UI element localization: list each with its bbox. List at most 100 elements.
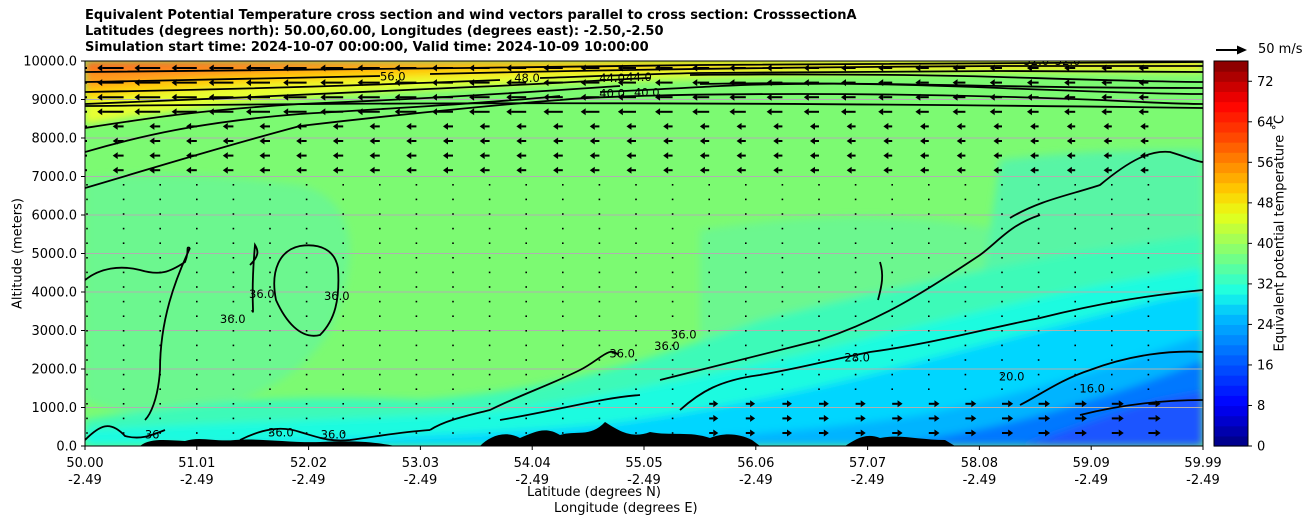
wind-vector-arrow [915, 108, 929, 116]
wind-vector-arrow [891, 198, 893, 201]
wind-vector-arrow [1111, 400, 1124, 408]
x-tick-label-lon: -2.49 [851, 473, 885, 488]
contour-label: 36.0 [654, 339, 680, 353]
wind-vector-arrow [85, 125, 87, 128]
wind-vector-arrow [1001, 242, 1003, 244]
wind-vector-arrow [488, 300, 491, 303]
wind-vector-arrow [222, 152, 234, 160]
wind-vector-arrow [379, 388, 381, 390]
wind-vector-arrow [928, 300, 930, 303]
wind-vector-arrow [663, 166, 673, 174]
wind-vector-arrow [1001, 286, 1003, 288]
wind-vector-arrow [543, 108, 563, 116]
wind-vector-arrow [562, 286, 564, 288]
wind-vector-arrow [745, 198, 747, 201]
wind-vector-arrow [598, 330, 601, 332]
colorbar-segment [1214, 202, 1248, 214]
wind-vector-arrow [442, 122, 453, 130]
wind-vector-arrow [1147, 359, 1150, 361]
wind-vector-arrow [122, 417, 125, 420]
wind-vector-arrow [773, 166, 783, 174]
wind-vector-arrow [928, 257, 930, 259]
wind-vector-arrow [562, 198, 564, 201]
wind-vector-arrow [305, 417, 308, 420]
wind-vector-arrow [671, 373, 674, 376]
wind-vector-arrow [781, 271, 784, 274]
wind-vector-arrow [562, 315, 564, 317]
wind-vector-arrow [1038, 400, 1051, 408]
wind-vector-arrow [928, 271, 930, 274]
wind-vector-arrow [708, 373, 710, 376]
wind-vector-arrow [553, 137, 563, 145]
wind-vector-arrow [379, 315, 381, 317]
wind-vector-arrow [488, 388, 491, 390]
colorbar-segment [1214, 283, 1248, 295]
wind-vector-arrow [379, 198, 381, 201]
wind-vector-arrow [580, 108, 600, 116]
wind-vector-arrow [956, 122, 966, 130]
wind-vector-arrow [745, 429, 756, 437]
wind-vector-arrow [269, 227, 271, 230]
colorbar-segment [1214, 375, 1248, 386]
wind-vector-arrow [1147, 388, 1150, 390]
wind-vectors [85, 64, 1161, 437]
wind-vector-arrow [159, 184, 161, 186]
wind-vector-arrow [891, 315, 893, 317]
wind-vector-arrow [1075, 429, 1087, 437]
wind-vector-arrow [332, 122, 344, 130]
wind-vector-arrow [745, 400, 756, 408]
wind-vector-arrow [415, 330, 418, 332]
contour-label: 36.0 [324, 289, 350, 303]
wind-vector-arrow [1030, 152, 1039, 160]
wind-vector-arrow [506, 108, 527, 116]
wind-vector-arrow [452, 315, 454, 317]
wind-vector-arrow [232, 271, 235, 274]
wind-vector-arrow [1075, 400, 1087, 408]
wind-vector-arrow [964, 184, 967, 186]
wind-vector-arrow [708, 315, 710, 317]
wind-vector-arrow [928, 213, 930, 215]
wind-vector-arrow [305, 403, 308, 405]
colorbar-segment [1214, 142, 1248, 153]
wind-vector-arrow [635, 286, 637, 288]
wind-vector-arrow [745, 213, 747, 215]
wind-vector-arrow [305, 330, 308, 332]
wind-vector-arrow [818, 242, 820, 244]
wind-vector-arrow [598, 198, 601, 201]
wind-vector-arrow [159, 300, 161, 303]
wind-vector-arrow [626, 166, 636, 174]
wind-vector-arrow [305, 227, 308, 230]
colorbar-segment [1214, 101, 1248, 113]
wind-vector-arrow [781, 198, 784, 201]
wind-vector-arrow [920, 166, 929, 174]
wind-vector-arrow [964, 315, 967, 317]
wind-vector-arrow [964, 257, 967, 259]
wind-vector-arrow [891, 359, 893, 361]
wind-vector-arrow [1001, 330, 1003, 332]
wind-vector-arrow [320, 93, 344, 101]
colorbar-segment [1214, 152, 1248, 163]
wind-vector-arrow [379, 432, 381, 434]
wind-vector-arrow [305, 344, 308, 347]
wind-vector-arrow [1001, 198, 1003, 201]
wind-vector-arrow [269, 344, 271, 347]
wind-vector-arrow [1140, 137, 1149, 145]
wind-vector-arrow [854, 359, 857, 361]
wind-vector-arrow [1074, 242, 1076, 244]
x-tick-label-lon: -2.49 [1074, 473, 1108, 488]
wind-vector-arrow [269, 417, 271, 420]
wind-vector-arrow [562, 373, 564, 376]
wind-vector-arrow [598, 344, 601, 347]
wind-vector-arrow [878, 93, 893, 101]
wind-vector-arrow [305, 198, 308, 201]
wind-vector-arrow [452, 257, 454, 259]
wind-vector-arrow [891, 330, 893, 332]
contour-label: 48.0 [514, 71, 540, 85]
wind-vector-arrow [626, 122, 636, 130]
wind-vector-arrow [1074, 330, 1076, 332]
wind-vector-arrow [965, 429, 977, 437]
wind-vector-arrow [1101, 108, 1112, 116]
wind-vector-arrow [1074, 344, 1076, 347]
wind-vector-arrow [269, 300, 271, 303]
